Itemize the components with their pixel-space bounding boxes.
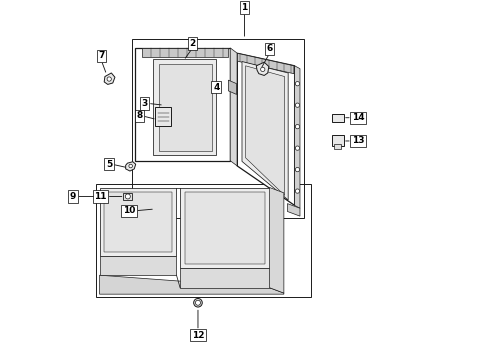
Polygon shape	[269, 188, 284, 293]
Polygon shape	[142, 48, 228, 57]
Polygon shape	[100, 188, 176, 256]
Text: 3: 3	[142, 99, 147, 108]
Polygon shape	[104, 73, 115, 84]
Text: 6: 6	[266, 44, 272, 53]
Polygon shape	[158, 64, 211, 151]
Text: 11: 11	[94, 192, 106, 201]
Polygon shape	[180, 188, 269, 268]
Circle shape	[107, 77, 111, 81]
FancyBboxPatch shape	[331, 135, 343, 146]
Polygon shape	[180, 268, 269, 288]
Circle shape	[295, 189, 299, 193]
FancyBboxPatch shape	[123, 193, 132, 200]
Text: 9: 9	[70, 192, 76, 201]
Polygon shape	[135, 48, 230, 161]
Text: 5: 5	[105, 160, 112, 169]
Polygon shape	[256, 62, 268, 76]
Polygon shape	[245, 66, 284, 195]
Text: 8: 8	[136, 111, 142, 120]
Circle shape	[260, 67, 264, 72]
Polygon shape	[237, 53, 293, 74]
Circle shape	[193, 298, 202, 307]
Circle shape	[295, 82, 299, 86]
FancyBboxPatch shape	[155, 107, 171, 126]
Text: 7: 7	[98, 51, 104, 60]
Polygon shape	[100, 256, 176, 275]
Text: 1: 1	[241, 3, 247, 12]
FancyBboxPatch shape	[331, 114, 343, 122]
Circle shape	[295, 146, 299, 150]
Polygon shape	[125, 162, 135, 171]
Circle shape	[295, 103, 299, 107]
Text: 4: 4	[213, 83, 219, 92]
Polygon shape	[184, 192, 264, 265]
Circle shape	[129, 164, 132, 168]
Circle shape	[195, 300, 200, 305]
Polygon shape	[242, 62, 287, 200]
Polygon shape	[230, 48, 237, 166]
Text: 14: 14	[351, 113, 364, 122]
Polygon shape	[153, 59, 215, 154]
Circle shape	[125, 194, 130, 199]
Circle shape	[295, 125, 299, 129]
Polygon shape	[287, 204, 299, 216]
Text: 12: 12	[191, 331, 204, 340]
Polygon shape	[228, 80, 236, 94]
Polygon shape	[237, 53, 294, 206]
Polygon shape	[100, 275, 284, 294]
FancyBboxPatch shape	[334, 144, 341, 149]
Circle shape	[295, 167, 299, 172]
Text: 13: 13	[351, 136, 364, 145]
Text: 2: 2	[189, 39, 195, 48]
Text: 10: 10	[122, 206, 135, 215]
Polygon shape	[104, 192, 172, 252]
Polygon shape	[294, 66, 299, 208]
